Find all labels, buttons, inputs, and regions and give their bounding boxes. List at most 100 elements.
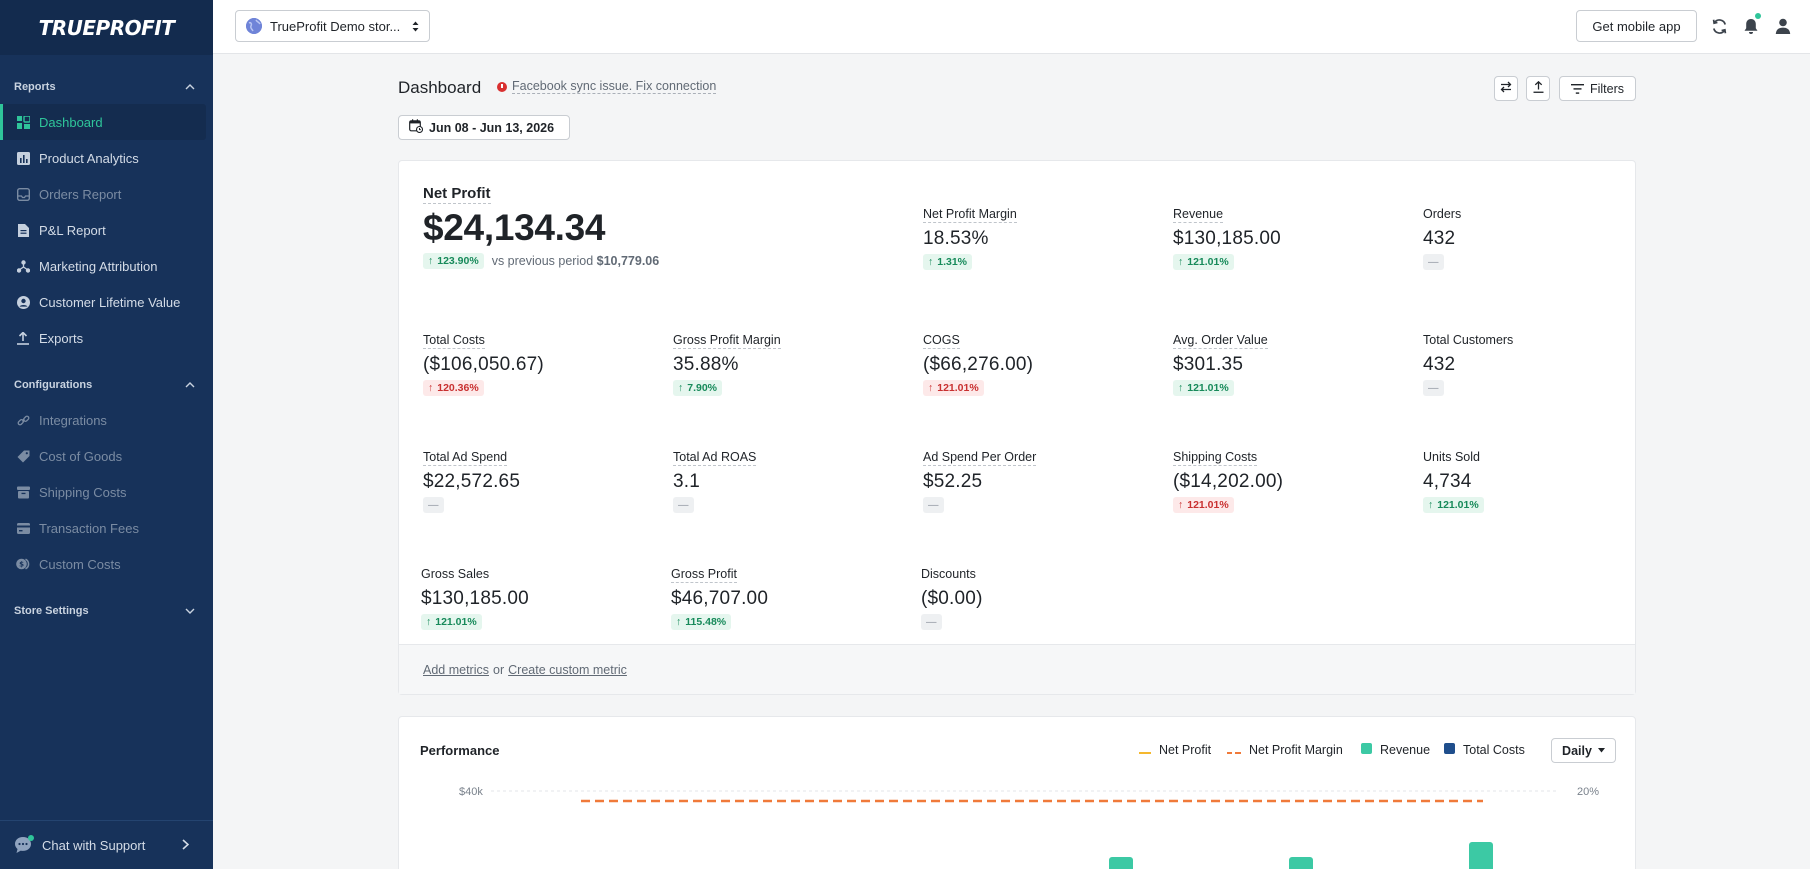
date-range-picker[interactable]: Jun 08 - Jun 13, 2026 bbox=[398, 115, 570, 140]
create-custom-metric-link[interactable]: Create custom metric bbox=[508, 662, 627, 677]
chevron-right-icon bbox=[182, 838, 190, 853]
metric-value: $24,134.34 bbox=[423, 207, 606, 248]
sidebar-section-reports[interactable]: Reports bbox=[0, 70, 213, 104]
metric-total-costs[interactable]: Total Costs ($106,050.67) ↑ 120.36% bbox=[423, 331, 544, 396]
metric-revenue[interactable]: Revenue $130,185.00 ↑ 121.01% bbox=[1173, 205, 1281, 270]
footer-or-text: or bbox=[493, 662, 505, 677]
export-button[interactable] bbox=[1526, 76, 1550, 101]
metric-avg-order-value[interactable]: Avg. Order Value $301.35 ↑ 121.01% bbox=[1173, 331, 1268, 396]
notification-bell-icon[interactable] bbox=[1740, 13, 1762, 37]
metric-orders[interactable]: Orders 432 — bbox=[1423, 205, 1461, 270]
metric-discounts[interactable]: Discounts ($0.00) — bbox=[921, 565, 983, 630]
legend-net-profit-margin[interactable]: Net Profit Margin bbox=[1227, 743, 1343, 757]
metric-total-ad-spend[interactable]: Total Ad Spend $22,572.65 — bbox=[423, 448, 520, 513]
change-badge: ↑ 121.01% bbox=[421, 614, 482, 630]
metric-shipping-costs[interactable]: Shipping Costs ($14,202.00) ↑ 121.01% bbox=[1173, 448, 1283, 513]
metric-label: Shipping Costs bbox=[1173, 450, 1258, 466]
sidebar-item-cost-of-goods[interactable]: Cost of Goods bbox=[0, 438, 213, 474]
metric-value: ($66,276.00) bbox=[923, 354, 1034, 375]
sidebar-item-shipping-costs[interactable]: Shipping Costs bbox=[0, 474, 213, 510]
metric-value: 432 bbox=[1423, 354, 1456, 375]
sync-icon[interactable] bbox=[1708, 15, 1730, 37]
metric-net-profit[interactable]: Net Profit $24,134.34 ↑ 123.90% vs previo… bbox=[423, 185, 659, 269]
change-value: 1.31% bbox=[937, 256, 968, 268]
metric-total-customers[interactable]: Total Customers 432 — bbox=[1423, 331, 1513, 396]
sidebar-item-dashboard[interactable]: Dashboard bbox=[0, 104, 206, 140]
change-value: — bbox=[678, 499, 689, 511]
user-profile-icon[interactable] bbox=[1772, 15, 1794, 37]
bar-chart-icon bbox=[16, 151, 30, 165]
sidebar-item-pl-report[interactable]: P&L Report bbox=[0, 212, 213, 248]
sidebar-item-label: Cost of Goods bbox=[39, 448, 123, 464]
change-value: 120.36% bbox=[437, 382, 479, 394]
store-selector[interactable]: TrueProfit Demo stor... bbox=[235, 10, 430, 42]
metric-total-ad-roas[interactable]: Total Ad ROAS 3.1 — bbox=[673, 448, 757, 513]
chevron-up-icon bbox=[185, 82, 195, 92]
sidebar: TRUEPROFIT Reports Dashboard Product Ana… bbox=[0, 0, 213, 869]
revenue-bar bbox=[1109, 857, 1133, 869]
sidebar-item-label: Custom Costs bbox=[39, 556, 121, 572]
change-badge: ↑ 1.31% bbox=[923, 254, 973, 270]
metric-gross-profit[interactable]: Gross Profit $46,707.00 ↑ 115.48% bbox=[671, 565, 768, 630]
arrow-up-icon: ↑ bbox=[426, 616, 432, 628]
previous-period-compare: vs previous period $10,779.06 bbox=[492, 254, 660, 268]
change-value: — bbox=[1428, 382, 1439, 394]
sidebar-item-product-analytics[interactable]: Product Analytics bbox=[0, 140, 213, 176]
metric-label: Avg. Order Value bbox=[1173, 333, 1268, 349]
change-value: 121.01% bbox=[1187, 499, 1229, 511]
arrow-up-icon: ↑ bbox=[1178, 382, 1184, 394]
link-icon bbox=[16, 413, 30, 427]
metric-value: 18.53% bbox=[923, 228, 989, 249]
sidebar-item-label: Transaction Fees bbox=[39, 520, 139, 536]
sidebar-item-orders-report[interactable]: Orders Report bbox=[0, 176, 213, 212]
facebook-sync-warning[interactable]: Facebook sync issue. Fix connection bbox=[497, 79, 717, 94]
sidebar-item-custom-costs[interactable]: $ Custom Costs bbox=[0, 546, 213, 582]
upload-icon bbox=[16, 331, 30, 345]
sidebar-item-integrations[interactable]: Integrations bbox=[0, 402, 213, 438]
filters-button[interactable]: Filters bbox=[1559, 76, 1636, 101]
metric-gross-profit-margin[interactable]: Gross Profit Margin 35.88% ↑ 7.90% bbox=[673, 331, 781, 396]
sidebar-item-transaction-fees[interactable]: Transaction Fees bbox=[0, 510, 213, 546]
chat-with-support-button[interactable]: Chat with Support bbox=[0, 820, 213, 869]
legend-net-profit[interactable]: Net Profit bbox=[1139, 743, 1211, 757]
sidebar-item-label: Orders Report bbox=[39, 186, 122, 202]
box-icon bbox=[16, 485, 30, 499]
metric-ad-spend-per-order[interactable]: Ad Spend Per Order $52.25 — bbox=[923, 448, 1037, 513]
change-badge: — bbox=[921, 614, 942, 630]
compare-button[interactable] bbox=[1494, 76, 1518, 101]
legend-label: Revenue bbox=[1380, 743, 1431, 757]
legend-label: Net Profit Margin bbox=[1249, 743, 1343, 757]
sidebar-item-marketing-attribution[interactable]: Marketing Attribution bbox=[0, 248, 213, 284]
sidebar-section-configurations[interactable]: Configurations bbox=[0, 368, 213, 402]
metric-gross-sales[interactable]: Gross Sales $130,185.00 ↑ 121.01% bbox=[421, 565, 529, 630]
metric-label: Gross Profit bbox=[671, 567, 737, 583]
metric-units-sold[interactable]: Units Sold 4,734 ↑ 121.01% bbox=[1423, 448, 1484, 513]
sidebar-item-label: Customer Lifetime Value bbox=[39, 294, 181, 310]
sidebar-item-customer-lifetime-value[interactable]: Customer Lifetime Value bbox=[0, 284, 213, 320]
user-circle-icon bbox=[16, 295, 30, 309]
square-swatch-icon bbox=[1444, 743, 1455, 757]
legend-label: Net Profit bbox=[1159, 743, 1212, 757]
metric-label: Discounts bbox=[921, 567, 976, 581]
metric-net-profit-margin[interactable]: Net Profit Margin 18.53% ↑ 1.31% bbox=[923, 205, 1017, 270]
line-swatch-icon bbox=[1139, 743, 1151, 757]
logo[interactable]: TRUEPROFIT bbox=[0, 0, 213, 55]
get-mobile-app-button[interactable]: Get mobile app bbox=[1576, 10, 1697, 42]
sidebar-section-store-settings[interactable]: Store Settings bbox=[0, 594, 213, 628]
metric-label: Net Profit Margin bbox=[923, 207, 1017, 223]
metric-value: 432 bbox=[1423, 228, 1456, 249]
metric-cogs[interactable]: COGS ($66,276.00) ↑ 121.01% bbox=[923, 331, 1033, 396]
metric-value: ($106,050.67) bbox=[423, 354, 544, 375]
chat-label: Chat with Support bbox=[42, 837, 146, 853]
chat-bubble-icon bbox=[14, 835, 34, 854]
tag-icon bbox=[16, 449, 30, 463]
sidebar-item-exports[interactable]: Exports bbox=[0, 320, 213, 356]
add-metrics-link[interactable]: Add metrics bbox=[423, 662, 489, 677]
interval-dropdown[interactable]: Daily bbox=[1551, 738, 1616, 763]
filter-icon bbox=[1570, 83, 1584, 94]
legend-revenue[interactable]: Revenue bbox=[1361, 743, 1430, 757]
swap-arrows-icon bbox=[1500, 80, 1512, 98]
legend-total-costs[interactable]: Total Costs bbox=[1444, 743, 1525, 757]
dashboard-icon bbox=[16, 115, 30, 129]
change-value: 121.01% bbox=[435, 616, 477, 628]
